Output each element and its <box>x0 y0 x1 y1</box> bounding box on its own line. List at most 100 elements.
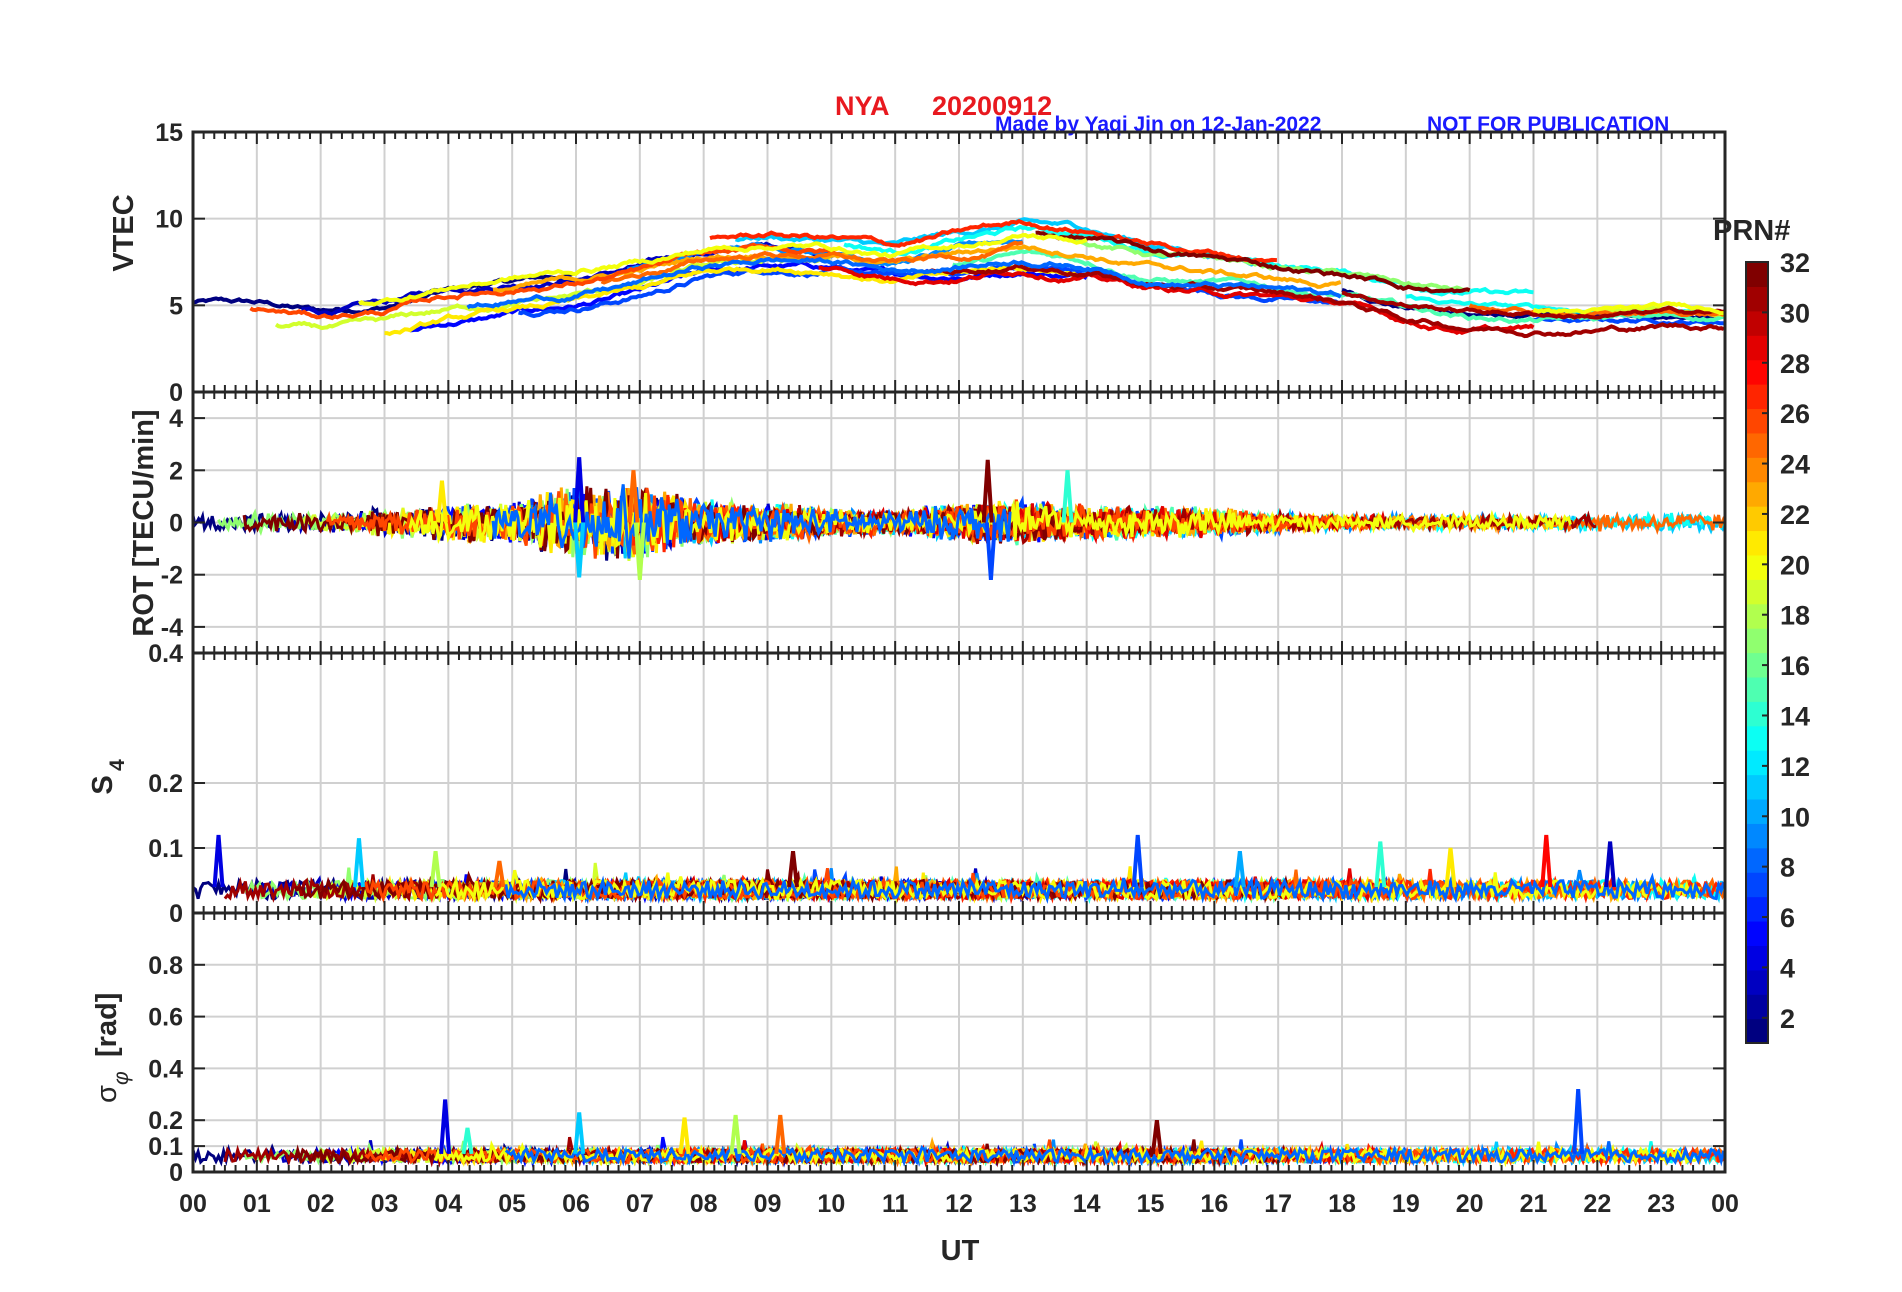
s4-spike <box>787 851 800 888</box>
colorbar-tick-label: 8 <box>1780 853 1795 883</box>
colorbar-tick-label: 4 <box>1780 953 1795 983</box>
vtec-trace-prn-25 <box>1468 303 1725 319</box>
colorbar-segment <box>1746 481 1768 507</box>
x-tick-label: 00 <box>179 1190 207 1218</box>
x-tick-label: 23 <box>1647 1190 1675 1218</box>
colorbar-tick-label: 26 <box>1780 399 1810 429</box>
colorbar-tick-label: 20 <box>1780 550 1810 580</box>
colorbar-segment <box>1746 286 1768 312</box>
vtec-trace-prn-8 <box>466 256 1342 310</box>
colorbar-segment <box>1746 750 1768 776</box>
y-tick-label-sigma_phi: 0.8 <box>148 952 183 980</box>
sigma_phi-spike <box>678 1117 691 1155</box>
rot-spike <box>627 470 640 523</box>
y-tick-label-vtec: 5 <box>169 292 183 320</box>
colorbar-tick-label: 2 <box>1780 1004 1795 1034</box>
colorbar-tick-label: 22 <box>1780 500 1810 530</box>
colorbar-tick-label: 32 <box>1780 248 1810 278</box>
colorbar-segment <box>1746 603 1768 629</box>
ylabel-sigma-phi: σ φ [rad] <box>91 993 133 1103</box>
y-tick-label-s4: 0.4 <box>148 640 183 668</box>
ylabel-sigma-subscript: φ <box>110 1071 133 1085</box>
y-tick-label-sigma_phi: 0.6 <box>148 1004 183 1032</box>
x-tick-label: 07 <box>626 1190 654 1218</box>
x-tick-label: 17 <box>1264 1190 1292 1218</box>
sigma_phi-trace-prn-20 <box>434 1140 1701 1168</box>
series-group-s4 <box>193 834 1725 905</box>
series-group-rot <box>193 457 1725 581</box>
x-tick-label: 10 <box>817 1190 845 1218</box>
y-tick-label-sigma_phi: 0 <box>169 1159 183 1187</box>
colorbar-segment <box>1746 262 1768 288</box>
panel-sigma_phi: 00.10.2 0.4 0.6 0.8 <box>148 911 1727 1187</box>
colorbar-tick-label: 6 <box>1780 903 1795 933</box>
ylabel-sigma-unit: [rad] <box>91 993 123 1057</box>
y-axis-labels: VTEC ROT [TECU/min] S 4 σ φ [rad] <box>87 194 160 1103</box>
x-axis: 00 01 02 03 04 05 06 07 08 09 10 11 12 13 14 15 16 17 18 19… <box>179 1190 1739 1218</box>
colorbar-tick-label: 12 <box>1780 752 1810 782</box>
x-tick-label: 22 <box>1583 1190 1611 1218</box>
x-tick-label: 08 <box>690 1190 718 1218</box>
x-tick-label: 02 <box>307 1190 335 1218</box>
colorbar-segment <box>1746 823 1768 849</box>
colorbar-segment <box>1746 676 1768 702</box>
x-tick-label: 00 <box>1711 1190 1739 1218</box>
colorbar-tick-label: 14 <box>1780 701 1810 731</box>
y-tick-label-s4: 0.1 <box>148 835 183 863</box>
y-tick-label-sigma_phi: 0.1 <box>148 1133 183 1161</box>
ylabel-s4-main: S <box>87 775 119 794</box>
colorbar-segment <box>1746 506 1768 532</box>
y-tick-label-rot: 0 <box>169 510 183 538</box>
y-tick-label-sigma_phi: 0.2 <box>148 1107 183 1135</box>
y-tick-label-rot: 2 <box>169 457 183 485</box>
vtec-trace-prn-32 <box>1035 230 1471 294</box>
s4-spike <box>429 851 442 888</box>
y-tick-label-vtec: 10 <box>155 206 183 234</box>
s4-trace-prn-20 <box>434 869 1701 904</box>
ylabel-s4-subscript: 4 <box>106 759 129 771</box>
colorbar-segment <box>1746 628 1768 654</box>
ylabel-vtec: VTEC <box>108 194 140 271</box>
sigma_phi-spike <box>774 1114 787 1155</box>
colorbar-segment <box>1746 408 1768 434</box>
rot-spike <box>981 459 994 523</box>
rot-spike <box>984 522 997 581</box>
series-group-vtec <box>193 217 1725 339</box>
y-tick-label-rot: -2 <box>161 562 183 590</box>
y-tick-label-rot: 4 <box>169 405 183 433</box>
colorbar-segment <box>1746 335 1768 361</box>
rot-spike <box>573 522 586 578</box>
colorbar-segment <box>1746 920 1768 946</box>
colorbar-segment <box>1746 1018 1768 1044</box>
x-tick-label: 15 <box>1137 1190 1165 1218</box>
colorbar-segment <box>1746 872 1768 898</box>
colorbar-tick-label: 30 <box>1780 298 1810 328</box>
panel-s4: 0 0.1 0.2 0.4 <box>148 640 1727 928</box>
colorbar-tick-label: 18 <box>1780 601 1810 631</box>
colorbar-segment <box>1746 798 1768 824</box>
colorbar-tick-label: 28 <box>1780 349 1810 379</box>
vtec-trace-prn-31 <box>1341 290 1725 320</box>
y-tick-label-s4: 0.2 <box>148 770 183 798</box>
x-tick-label: 01 <box>243 1190 271 1218</box>
title-station: NYA <box>835 91 890 121</box>
s4-trace-prn-8 <box>504 872 1725 905</box>
colorbar-segment <box>1746 945 1768 971</box>
sigma_phi-spike <box>1150 1119 1163 1155</box>
rot-spike <box>1061 470 1074 523</box>
x-tick-label: 05 <box>498 1190 526 1218</box>
s4-spike <box>1604 841 1617 888</box>
series-group-sigma_phi <box>193 1088 1725 1168</box>
ylabel-s4: S 4 <box>87 759 129 795</box>
s4-spike <box>1540 834 1553 888</box>
colorbar-segment <box>1746 774 1768 800</box>
credit-text: Made by Yaqi Jin on 12-Jan-2022 <box>995 113 1321 136</box>
sigma_phi-spike <box>461 1127 474 1155</box>
sigma_phi-spike <box>573 1112 586 1155</box>
colorbar-title: PRN# <box>1713 215 1790 247</box>
colorbar-segment <box>1746 554 1768 580</box>
vtec-trace-prn-31 <box>926 263 1725 339</box>
colorbar-frame <box>1745 261 1769 1044</box>
s4-spike <box>1374 841 1387 888</box>
